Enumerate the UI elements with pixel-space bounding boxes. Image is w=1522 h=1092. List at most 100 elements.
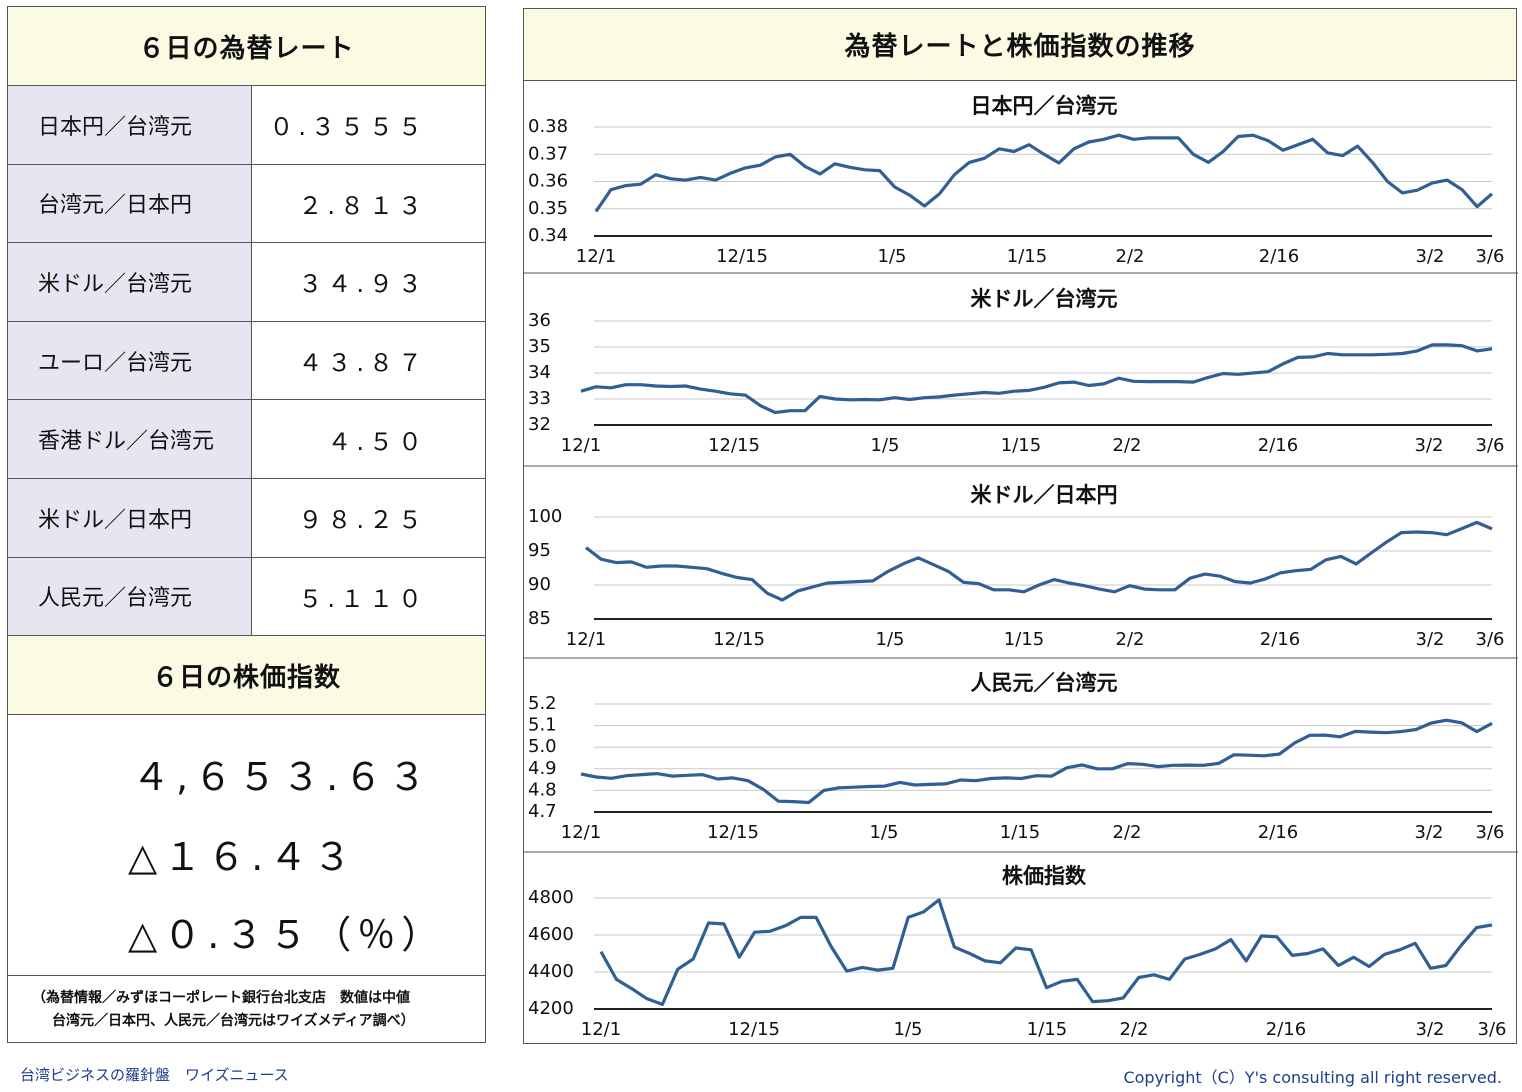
x-tick-label: 1/15 bbox=[1001, 435, 1041, 456]
chart-title: 米ドル／日本円 bbox=[971, 483, 1118, 507]
rate-row: 人民元／台湾元 ５.１１０ bbox=[8, 557, 485, 637]
charts-svg: 日本円／台湾元 0.38 0.37 0.36 0.35 0.34 12/1 12/15 1/5 1… bbox=[524, 94, 1518, 1040]
y-tick-label: 4200 bbox=[528, 998, 574, 1019]
series-line bbox=[599, 898, 1493, 1007]
rate-name: 日本円／台湾元 bbox=[8, 86, 252, 164]
source-note-line2: 台湾元／日本円、人民元／台湾元はワイズメディア調べ） bbox=[52, 1013, 415, 1029]
chart-title: 人民元／台湾元 bbox=[971, 671, 1118, 695]
x-tick-label: 2/2 bbox=[1116, 629, 1145, 650]
chart-title: 株価指数 bbox=[1002, 864, 1087, 888]
rate-name: 香港ドル／台湾元 bbox=[8, 400, 252, 478]
rate-name: ユーロ／台湾元 bbox=[8, 321, 252, 400]
y-tick-label: 33 bbox=[528, 388, 551, 409]
x-tick-label: 1/5 bbox=[894, 1019, 923, 1040]
rate-table-title: ６日の為替レート bbox=[8, 7, 485, 86]
y-tick-label: 36 bbox=[528, 310, 551, 331]
x-tick-label: 12/1 bbox=[581, 1019, 621, 1040]
x-tick-label: 3/2 bbox=[1415, 822, 1444, 843]
x-tick-label: 1/5 bbox=[871, 435, 900, 456]
x-tick-label: 1/5 bbox=[870, 822, 899, 843]
rate-table: 日本円／台湾元 ０.３５５５ 台湾元／日本円 ２.８１３ 米ドル／台湾元 ３４.９３ ユーロ… bbox=[8, 86, 485, 637]
x-tick-label: 2/2 bbox=[1116, 246, 1145, 267]
stock-change-value: △１６.４３ bbox=[128, 835, 358, 879]
y-tick-label: 4600 bbox=[528, 924, 574, 945]
rate-row: ユーロ／台湾元 ４３.８７ bbox=[8, 321, 485, 401]
rate-row: 台湾元／日本円 ２.８１３ bbox=[8, 164, 485, 244]
rate-row: 米ドル／台湾元 ３４.９３ bbox=[8, 243, 485, 322]
series-line bbox=[594, 133, 1494, 213]
y-tick-label: 34 bbox=[528, 362, 551, 383]
x-tick-label: 3/6 bbox=[1476, 435, 1505, 456]
rate-name: 台湾元／日本円 bbox=[8, 164, 252, 243]
rate-panel: ６日の為替レート 日本円／台湾元 ０.３５５５ 台湾元／日本円 ２.８１３ 米ドル／台湾… bbox=[7, 6, 486, 1043]
x-tick-label: 12/15 bbox=[728, 1019, 780, 1040]
rate-name: 人民元／台湾元 bbox=[8, 557, 252, 636]
rate-value: ５.１１０ bbox=[298, 584, 427, 613]
x-tick-label: 2/2 bbox=[1113, 822, 1142, 843]
y-tick-label: 4800 bbox=[528, 887, 574, 908]
x-tick-label: 3/2 bbox=[1416, 1019, 1445, 1040]
x-tick-label: 12/15 bbox=[708, 435, 760, 456]
rate-row: 米ドル／日本円 ９８.２５ bbox=[8, 478, 485, 558]
y-tick-label: 4400 bbox=[528, 961, 574, 982]
y-tick-label: 90 bbox=[528, 574, 551, 595]
charts-panel: 為替レートと株価指数の推移 日本円／台湾元 0.38 0.37 0.36 0.35 0.3… bbox=[523, 8, 1518, 1044]
x-tick-label: 12/1 bbox=[566, 629, 606, 650]
y-tick-label: 5.1 bbox=[528, 715, 557, 736]
x-tick-label: 2/16 bbox=[1258, 435, 1298, 456]
x-tick-label: 2/16 bbox=[1260, 629, 1300, 650]
y-tick-label: 0.36 bbox=[528, 171, 568, 192]
x-tick-label: 1/15 bbox=[1004, 629, 1044, 650]
rate-value: ９８.２５ bbox=[298, 506, 427, 535]
x-tick-label: 12/1 bbox=[561, 435, 601, 456]
x-tick-label: 3/6 bbox=[1476, 822, 1505, 843]
x-tick-label: 12/1 bbox=[561, 822, 601, 843]
x-tick-label: 2/2 bbox=[1113, 435, 1142, 456]
y-tick-label: 95 bbox=[528, 540, 551, 561]
series-line bbox=[580, 718, 1493, 805]
x-tick-label: 1/15 bbox=[1027, 1019, 1067, 1040]
stock-index-value: ４,６５３.６３ bbox=[132, 755, 433, 799]
x-tick-label: 12/15 bbox=[716, 246, 768, 267]
y-tick-label: 4.9 bbox=[528, 758, 557, 779]
x-tick-label: 2/16 bbox=[1266, 1019, 1306, 1040]
x-tick-label: 3/2 bbox=[1416, 246, 1445, 267]
y-tick-label: 0.34 bbox=[528, 225, 568, 246]
x-tick-label: 2/16 bbox=[1258, 822, 1298, 843]
x-tick-label: 3/6 bbox=[1476, 246, 1505, 267]
rate-row: 日本円／台湾元 ０.３５５５ bbox=[8, 86, 485, 165]
source-note-line1: （為替情報／みずほコーポレート銀行台北支店 数値は中値 bbox=[32, 990, 410, 1006]
footer-brand: 台湾ビジネスの羅針盤 ワイズニュース bbox=[20, 1066, 289, 1084]
stock-change-percent: △０.３５（％） bbox=[128, 913, 446, 957]
y-tick-label: 4.8 bbox=[528, 779, 557, 800]
x-tick-label: 1/15 bbox=[1000, 822, 1040, 843]
x-tick-label: 3/2 bbox=[1416, 629, 1445, 650]
rate-value: ０.３５５５ bbox=[269, 113, 427, 142]
y-tick-label: 0.37 bbox=[528, 143, 568, 164]
stock-title: ６日の株価指数 bbox=[8, 636, 485, 715]
footer-copyright: Copyright（C）Y's consulting all right res… bbox=[1123, 1068, 1502, 1087]
x-tick-label: 1/5 bbox=[876, 629, 905, 650]
x-tick-label: 2/2 bbox=[1120, 1019, 1149, 1040]
x-tick-label: 1/15 bbox=[1007, 246, 1047, 267]
y-tick-label: 5.0 bbox=[528, 736, 557, 757]
y-tick-label: 5.2 bbox=[528, 693, 557, 714]
rate-value: ４.５０ bbox=[327, 427, 427, 456]
stock-box: ４,６５３.６３ △１６.４３ △０.３５（％） bbox=[8, 716, 485, 976]
x-tick-label: 12/15 bbox=[707, 822, 759, 843]
y-tick-label: 100 bbox=[528, 506, 562, 527]
rate-name: 米ドル／日本円 bbox=[8, 478, 252, 557]
y-tick-label: 4.7 bbox=[528, 801, 557, 822]
x-tick-label: 3/6 bbox=[1476, 629, 1505, 650]
rate-value: ３４.９３ bbox=[298, 270, 427, 299]
x-tick-label: 12/1 bbox=[576, 246, 616, 267]
series-line bbox=[585, 520, 1493, 602]
x-tick-label: 12/15 bbox=[713, 629, 765, 650]
charts-title: 為替レートと株価指数の推移 bbox=[524, 9, 1516, 81]
y-tick-label: 0.35 bbox=[528, 198, 568, 219]
rate-value: ４３.８７ bbox=[298, 349, 427, 378]
y-tick-label: 85 bbox=[528, 608, 551, 629]
y-tick-label: 32 bbox=[528, 414, 551, 435]
chart-title: 米ドル／台湾元 bbox=[971, 287, 1118, 311]
x-tick-label: 1/5 bbox=[878, 246, 907, 267]
